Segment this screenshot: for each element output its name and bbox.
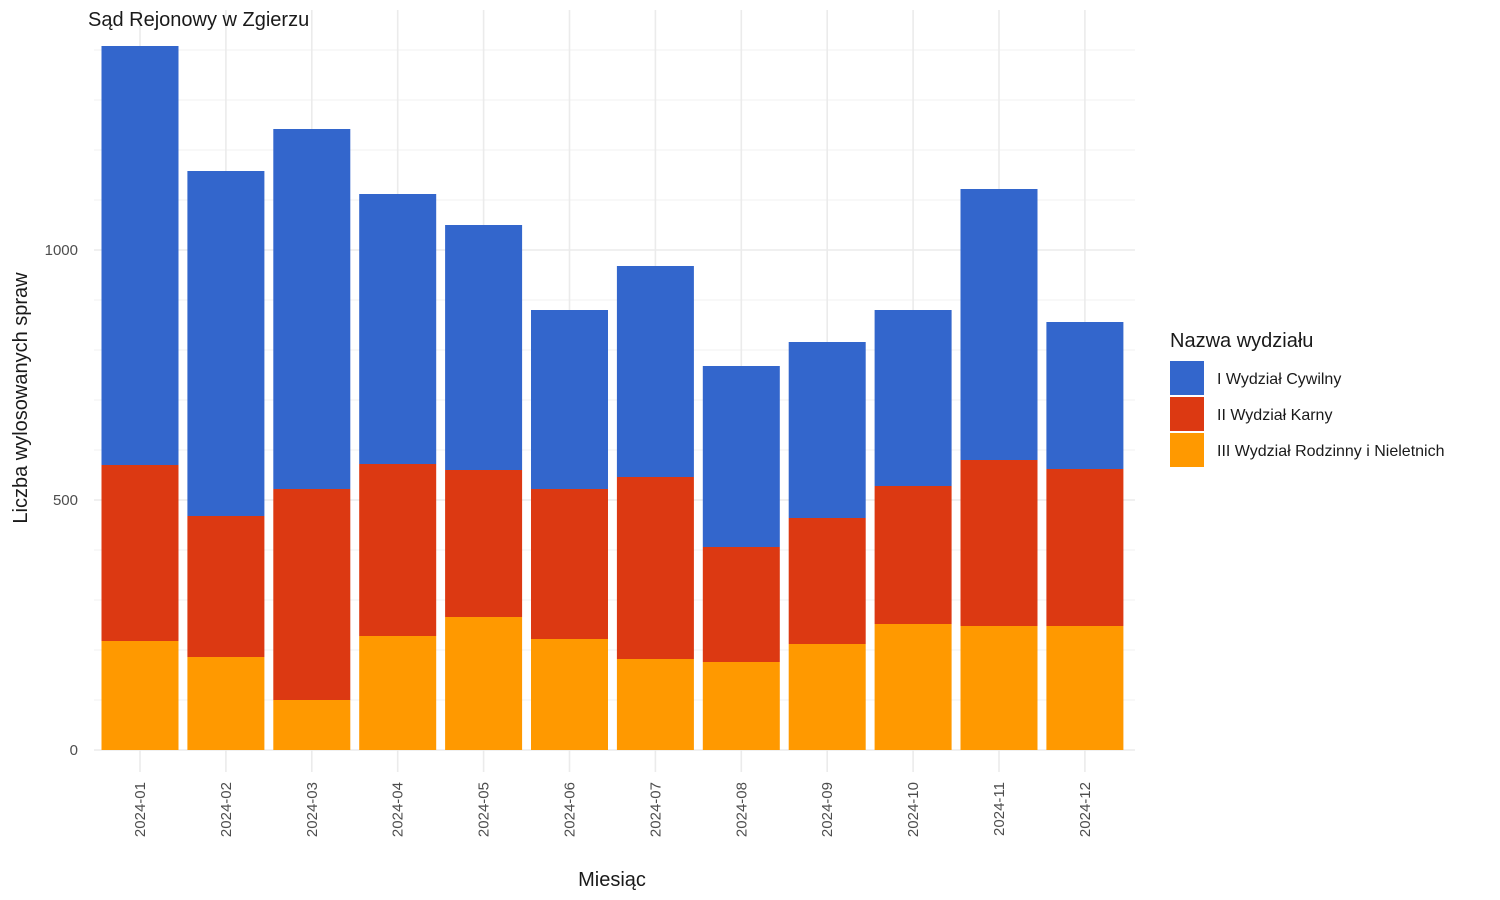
- x-tick-label: 2024-01: [132, 782, 149, 837]
- bar-segment-2024-11-s0: [960, 626, 1038, 750]
- bar-segment-2024-04-s0: [359, 636, 437, 750]
- bar-segment-2024-06-s1: [531, 489, 608, 639]
- x-tick-label: 2024-03: [304, 782, 321, 837]
- bar-segment-2024-10-s0: [874, 624, 952, 750]
- legend-swatch: [1170, 397, 1204, 431]
- x-axis-ticks: 2024-01 2024-02 2024-03 2024-04 2024-05 2024-…: [132, 782, 1094, 837]
- bar-segment-2024-09-s2: [788, 342, 866, 518]
- x-tick-label: 2024-02: [218, 782, 235, 837]
- y-tick-label: 500: [53, 492, 78, 509]
- bar-segment-2024-12-s1: [1046, 469, 1124, 626]
- x-tick-label: 2024-04: [390, 782, 407, 837]
- bar-segment-2024-07-s2: [616, 266, 694, 477]
- bar-segment-2024-08-s1: [702, 547, 780, 662]
- x-tick-label: 2024-06: [562, 782, 579, 837]
- legend-swatch: [1170, 433, 1204, 467]
- legend-label: III Wydział Rodzinny i Nieletnich: [1217, 443, 1445, 460]
- bar-segment-2024-03-s0: [273, 700, 351, 750]
- bar-segment-2024-02-s1: [187, 516, 265, 657]
- bar-segment-2024-09-s0: [788, 644, 866, 750]
- bar-segment-2024-12-s0: [1046, 626, 1124, 750]
- bar-segment-2024-10-s1: [874, 486, 952, 624]
- legend-label: I Wydział Cywilny: [1217, 371, 1341, 388]
- bar-segment-2024-07-s1: [616, 477, 694, 659]
- y-axis-ticks: 0 500 1000: [45, 242, 78, 759]
- bars: [101, 46, 1124, 750]
- y-axis-title: Liczba wylosowanych spraw: [10, 272, 32, 524]
- bar-segment-2024-06-s2: [531, 310, 608, 489]
- y-tick-label: 0: [70, 742, 78, 759]
- bar-segment-2024-02-s0: [187, 657, 265, 750]
- bar-segment-2024-05-s1: [445, 470, 523, 617]
- bar-segment-2024-08-s0: [702, 662, 780, 750]
- bar-segment-2024-07-s0: [616, 659, 694, 750]
- x-tick-label: 2024-08: [733, 782, 750, 837]
- bar-segment-2024-01-s2: [101, 46, 179, 465]
- x-tick-label: 2024-05: [476, 782, 493, 837]
- bar-segment-2024-01-s0: [101, 641, 179, 750]
- bar-segment-2024-02-s2: [187, 171, 265, 516]
- bar-segment-2024-01-s1: [101, 465, 179, 641]
- x-axis-title: Miesiąc: [578, 869, 646, 891]
- bar-segment-2024-03-s1: [273, 489, 351, 700]
- legend: Nazwa wydziału I Wydział Cywilny II Wydzi…: [1170, 330, 1445, 467]
- bar-segment-2024-11-s2: [960, 189, 1038, 460]
- bar-segment-2024-04-s2: [359, 194, 437, 464]
- bar-segment-2024-09-s1: [788, 518, 866, 644]
- legend-label: II Wydział Karny: [1217, 407, 1332, 424]
- bar-segment-2024-03-s2: [273, 129, 351, 489]
- bar-segment-2024-12-s2: [1046, 322, 1124, 469]
- x-tick-label: 2024-09: [819, 782, 836, 837]
- chart-title: Sąd Rejonowy w Zgierzu: [88, 9, 309, 31]
- legend-swatch: [1170, 361, 1204, 395]
- bar-segment-2024-04-s1: [359, 464, 437, 636]
- x-tick-label: 2024-12: [1077, 782, 1094, 837]
- bar-segment-2024-08-s2: [702, 366, 780, 547]
- bar-segment-2024-05-s2: [445, 225, 523, 470]
- bar-segment-2024-06-s0: [531, 639, 608, 750]
- bar-segment-2024-10-s2: [874, 310, 952, 486]
- legend-items: I Wydział Cywilny II Wydział Karny III Wyd…: [1170, 361, 1445, 467]
- y-tick-label: 1000: [45, 242, 78, 259]
- x-tick-label: 2024-07: [647, 782, 664, 837]
- bar-segment-2024-11-s1: [960, 460, 1038, 626]
- legend-title: Nazwa wydziału: [1170, 330, 1313, 352]
- x-tick-label: 2024-11: [991, 782, 1008, 836]
- x-tick-label: 2024-10: [905, 782, 922, 837]
- bar-segment-2024-05-s0: [445, 617, 523, 750]
